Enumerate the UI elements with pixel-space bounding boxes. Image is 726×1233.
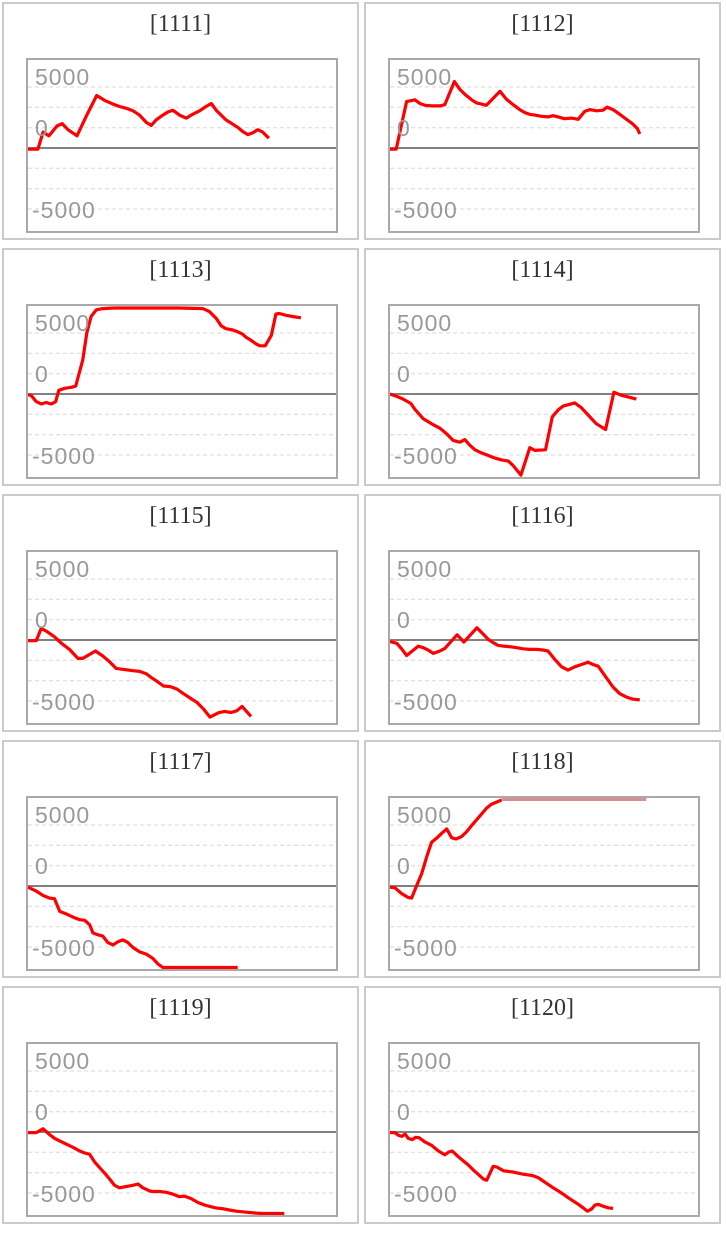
machine-number-title: [1111]: [149, 11, 212, 37]
line-chart-svg: [28, 824, 336, 969]
machine-number-title: [1114]: [511, 257, 574, 283]
plot-area: 5000 0 -5000: [26, 304, 338, 479]
machine-chart-panel: [1112] 5000 0 -5000: [364, 2, 721, 240]
plot-area: 5000 0 -5000: [26, 1042, 338, 1217]
machine-number-title: [1116]: [511, 503, 574, 529]
plot-area: 5000 0 -5000: [26, 796, 338, 971]
machine-number-title: [1115]: [149, 503, 212, 529]
machine-chart-panel: [1116] 5000 0 -5000: [364, 494, 721, 732]
plot-area: 5000 0 -5000: [26, 58, 338, 233]
plot-area: 5000 0 -5000: [388, 304, 700, 479]
line-chart-svg: [28, 1070, 336, 1215]
plot-area: 5000 0 -5000: [388, 796, 700, 971]
machine-chart-panel: [1114] 5000 0 -5000: [364, 248, 721, 486]
machine-chart-panel: [1111] 5000 0 -5000: [2, 2, 359, 240]
data-line: [390, 79, 642, 151]
machine-chart-panel: [1118] 5000 0 -5000: [364, 740, 721, 978]
machine-number-title: [1113]: [149, 257, 212, 283]
data-line: [28, 626, 253, 719]
machine-number-title: [1119]: [149, 995, 212, 1021]
plot-area: 5000 0 -5000: [388, 1042, 700, 1217]
data-line: [390, 798, 503, 900]
line-chart-svg: [390, 1070, 698, 1213]
line-chart-svg: [390, 798, 698, 948]
machine-number-title: [1117]: [149, 749, 212, 775]
line-chart-svg: [390, 79, 698, 210]
machine-number-title: [1112]: [511, 11, 574, 37]
line-chart-svg: [28, 86, 336, 210]
data-line: [28, 306, 302, 406]
line-chart-svg: [28, 578, 336, 719]
machine-chart-panel: [1119] 5000 0 -5000: [2, 986, 359, 1224]
plot-area: 5000 0 -5000: [26, 550, 338, 725]
data-line: [390, 626, 640, 702]
data-line: [28, 93, 271, 151]
data-line: [390, 1130, 614, 1213]
machine-chart-panel: [1113] 5000 0 -5000: [2, 248, 359, 486]
machine-number-title: [1118]: [511, 749, 574, 775]
plot-area: 5000 0 -5000: [388, 550, 700, 725]
line-chart-svg: [390, 578, 698, 702]
machine-number-title: [1120]: [510, 995, 575, 1021]
machine-chart-panel: [1115] 5000 0 -5000: [2, 494, 359, 732]
data-line: [390, 390, 637, 477]
plot-area: 5000 0 -5000: [388, 58, 700, 233]
data-line: [28, 885, 238, 969]
line-chart-svg: [390, 332, 698, 477]
machine-chart-panel: [1120] 5000 0 -5000: [364, 986, 721, 1224]
machine-chart-panel: [1117] 5000 0 -5000: [2, 740, 359, 978]
data-line: [28, 1127, 285, 1215]
line-chart-svg: [28, 306, 336, 456]
